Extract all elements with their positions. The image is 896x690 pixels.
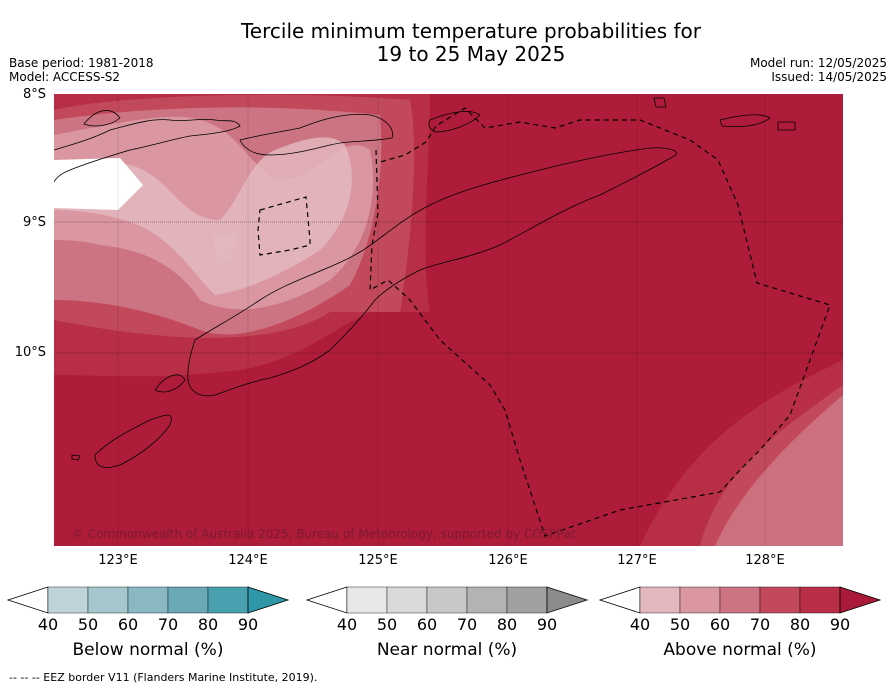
colorbar-segment [207, 586, 249, 614]
colorbar-tick-label: 90 [237, 615, 259, 634]
meta-left: Base period: 1981-2018 Model: ACCESS-S2 [9, 56, 154, 84]
colorbar-tick-label: 70 [749, 615, 771, 634]
colorbar-segment [506, 586, 548, 614]
colorbar-tick-label: 50 [376, 615, 398, 634]
issued-date: Issued: 14/05/2025 [771, 70, 887, 84]
colorbar-segment [639, 586, 681, 614]
model-name: Model: ACCESS-S2 [9, 70, 121, 84]
colorbar-low-extend [598, 586, 641, 614]
colorbar-tick-label: 40 [336, 615, 358, 634]
lat-label-10s: 10°S [14, 345, 46, 360]
lat-label-8s: 8°S [22, 87, 46, 102]
colorbar-low-extend [6, 586, 49, 614]
colorbar-tick-label: 50 [669, 615, 691, 634]
lon-label-126e: 126°E [488, 553, 528, 568]
colorbar-segment [47, 586, 89, 614]
colorbar-high-extend [247, 586, 290, 614]
colorbar-segment [167, 586, 209, 614]
colorbar-tick-label: 80 [496, 615, 518, 634]
colorbar-title: Near normal (%) [376, 640, 518, 660]
title-line-1: Tercile minimum temperature probabilitie… [240, 19, 702, 43]
colorbar-segment [127, 586, 169, 614]
model-run: Model run: 12/05/2025 [749, 56, 887, 70]
colorbar-high-extend [839, 586, 882, 614]
base-period: Base period: 1981-2018 [9, 56, 154, 70]
colorbar-segment [87, 586, 129, 614]
colorbar-segment [799, 586, 841, 614]
colorbar-title: Above normal (%) [663, 640, 817, 660]
colorbar-tick-label: 80 [197, 615, 219, 634]
meta-right: Model run: 12/05/2025 Issued: 14/05/2025 [750, 56, 887, 84]
map-title: Tercile minimum temperature probabilitie… [0, 20, 896, 66]
lon-label-128e: 128°E [745, 553, 785, 568]
colorbar-tick-label: 50 [77, 615, 99, 634]
colorbar-tick-label: 80 [789, 615, 811, 634]
colorbar-segment [386, 586, 428, 614]
colorbar-segment [719, 586, 761, 614]
eez-footnote: -- -- -- EEZ border V11 (Flanders Marine… [9, 671, 318, 684]
colorbar-segment [466, 586, 508, 614]
lon-label-123e: 123°E [98, 553, 138, 568]
colorbar-tick-label: 70 [157, 615, 179, 634]
colorbar-tick-label: 60 [117, 615, 139, 634]
lon-label-124e: 124°E [228, 553, 268, 568]
colorbar-tick-label: 60 [416, 615, 438, 634]
lon-label-127e: 127°E [617, 553, 657, 568]
colorbar-tick-label: 70 [456, 615, 478, 634]
colorbar-segment [679, 586, 721, 614]
colorbar-title: Below normal (%) [72, 640, 224, 660]
lat-label-9s: 9°S [22, 215, 46, 230]
colorbar-segment [346, 586, 388, 614]
colorbar-tick-label: 40 [629, 615, 651, 634]
colorbar-tick-label: 90 [536, 615, 558, 634]
colorbar-high-extend [546, 586, 589, 614]
colorbar-tick-label: 90 [829, 615, 851, 634]
colorbar-segment [759, 586, 801, 614]
lon-label-125e: 125°E [358, 553, 398, 568]
colorbar-segment [426, 586, 468, 614]
copyright-text: © Commonwealth of Australia 2025, Bureau… [72, 527, 577, 541]
colorbar-tick-label: 40 [37, 615, 59, 634]
colorbar-low-extend [305, 586, 348, 614]
title-line-2: 19 to 25 May 2025 [376, 42, 566, 66]
colorbars [6, 586, 882, 614]
colorbar-tick-label: 60 [709, 615, 731, 634]
probability-shading [54, 94, 843, 546]
